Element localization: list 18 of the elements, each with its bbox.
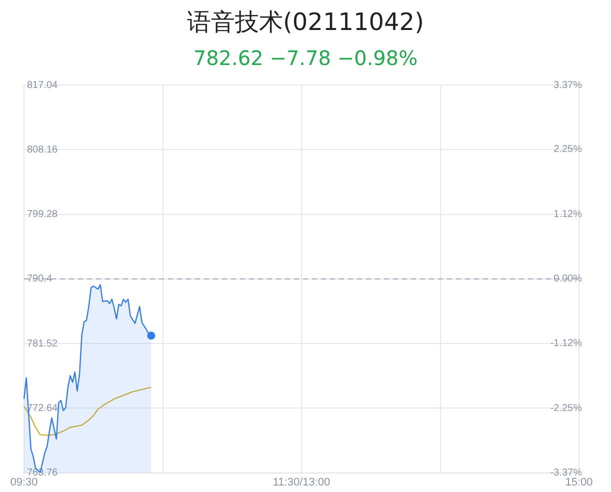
y-tick-label: 817.04	[27, 80, 58, 91]
y2-tick-label: 2.25%	[554, 144, 582, 156]
y2-tick-label: -3.37%	[550, 468, 582, 479]
y2-tick-label: 3.37%	[554, 80, 582, 91]
y-tick-label: 808.16	[27, 144, 58, 156]
y2-tick-label: -1.12%	[550, 338, 582, 350]
chart-title: 语音技术(02111042)	[186, 7, 425, 38]
y-tick-label: 763.76	[27, 468, 58, 479]
x-tick-label: 11:30/13:00	[272, 476, 330, 488]
chart-subtitle: 782.62 −7.78 −0.98%	[192, 46, 419, 70]
x-tick-label: 09:30	[10, 476, 38, 488]
y2-tick-label: 0.00%	[554, 274, 582, 285]
y2-tick-label: 1.12%	[554, 209, 582, 220]
y-tick-label: 781.52	[27, 338, 58, 350]
x-tick-label: 15:00	[565, 476, 593, 488]
y2-tick-label: -2.25%	[550, 403, 582, 414]
y-tick-label: 790.4	[27, 274, 52, 285]
y-tick-label: 799.28	[27, 209, 58, 220]
